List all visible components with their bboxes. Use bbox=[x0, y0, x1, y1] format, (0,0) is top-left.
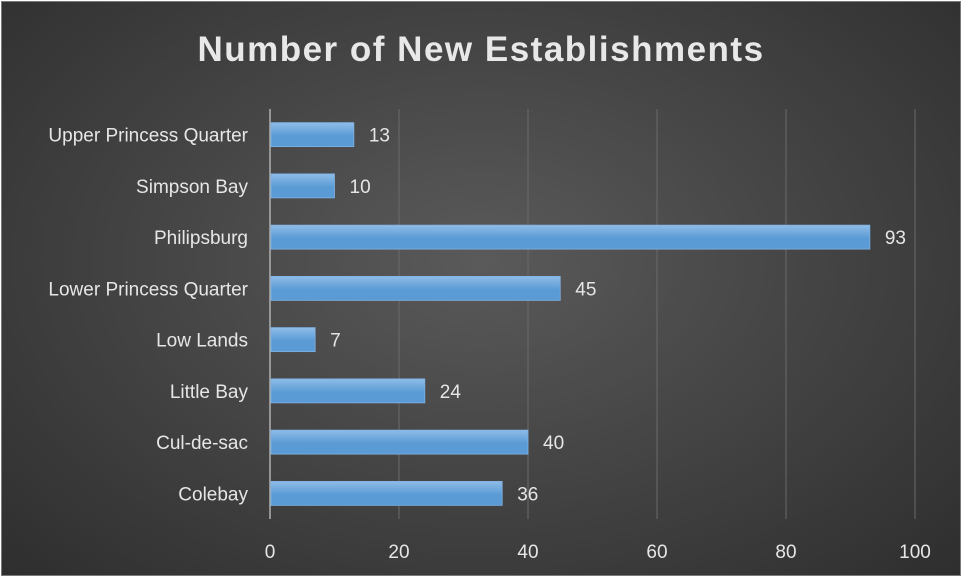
x-tick-label: 60 bbox=[646, 542, 667, 563]
x-tick-label: 0 bbox=[265, 542, 276, 563]
data-label: 45 bbox=[575, 279, 596, 300]
bar-cul-de-sac bbox=[270, 429, 529, 455]
category-label: Lower Princess Quarter bbox=[48, 279, 248, 300]
bar-colebay bbox=[270, 480, 503, 506]
bar-philipsburg bbox=[270, 224, 871, 250]
chart-title: Number of New Establishments bbox=[197, 30, 765, 69]
bar-lower-princess-quarter bbox=[270, 275, 561, 301]
x-tick-labels: 0 20 40 60 80 100 bbox=[265, 542, 931, 563]
bar-simpson-bay bbox=[270, 173, 335, 199]
x-tick-label: 40 bbox=[517, 542, 538, 563]
data-label: 93 bbox=[885, 228, 906, 249]
data-labels: 13 10 93 45 7 24 40 36 bbox=[330, 126, 906, 506]
x-tick-label: 80 bbox=[775, 542, 796, 563]
data-label: 24 bbox=[440, 382, 462, 403]
x-tick-label: 20 bbox=[388, 542, 409, 563]
category-label: Low Lands bbox=[156, 331, 248, 352]
category-label: Cul-de-sac bbox=[156, 433, 248, 454]
category-label: Colebay bbox=[178, 484, 248, 505]
bar-upper-princess-quarter bbox=[270, 122, 355, 148]
x-tick-label: 100 bbox=[899, 542, 931, 563]
category-labels: Upper Princess Quarter Simpson Bay Philips… bbox=[48, 126, 248, 506]
category-label: Simpson Bay bbox=[136, 177, 248, 198]
category-label: Philipsburg bbox=[154, 228, 248, 249]
bar-little-bay bbox=[270, 378, 426, 404]
data-label: 7 bbox=[330, 331, 341, 352]
category-label: Little Bay bbox=[170, 382, 249, 403]
category-label: Upper Princess Quarter bbox=[48, 126, 248, 147]
grid-lines bbox=[269, 109, 916, 519]
bars bbox=[270, 122, 871, 506]
data-label: 13 bbox=[369, 126, 390, 147]
bar-low-lands bbox=[270, 327, 316, 353]
data-label: 10 bbox=[350, 177, 371, 198]
data-label: 36 bbox=[517, 484, 538, 505]
data-label: 40 bbox=[543, 433, 564, 454]
